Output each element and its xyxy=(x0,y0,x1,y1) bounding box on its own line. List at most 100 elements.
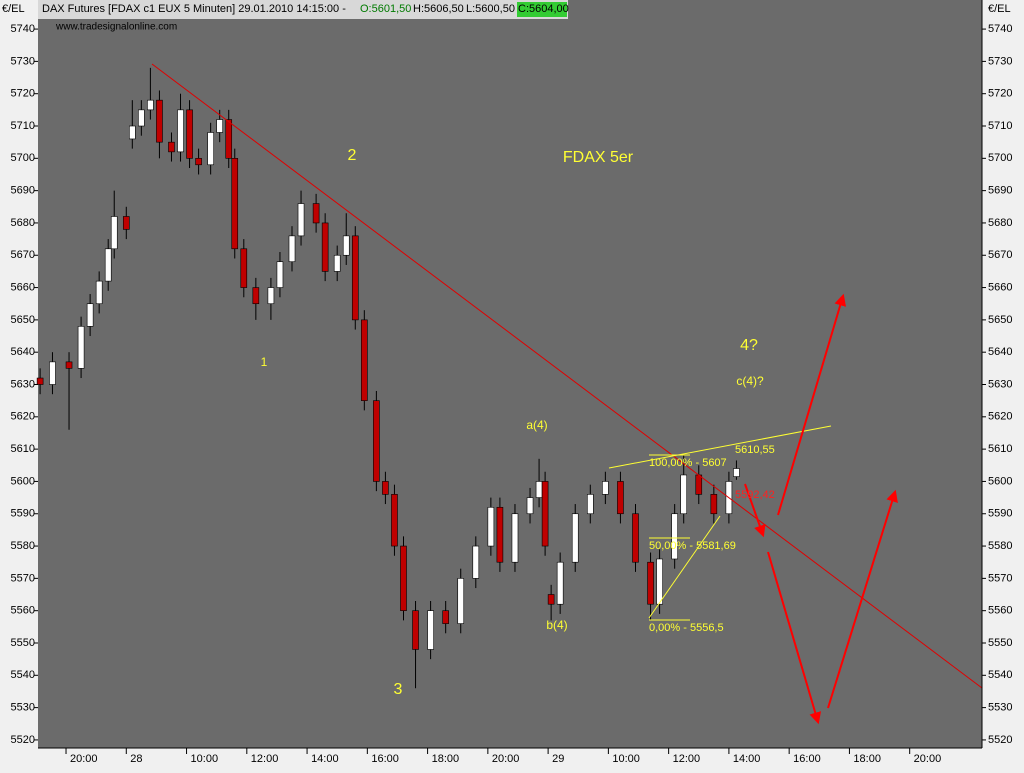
price-label: 5592,42 xyxy=(735,489,775,501)
y-tick-label: 5560 xyxy=(988,605,1012,617)
candle-body xyxy=(680,474,688,515)
y-tick-label: 5690 xyxy=(988,185,1012,197)
x-tick-label: 10:00 xyxy=(612,753,640,765)
price-label: 5610,55 xyxy=(735,444,775,456)
candle-body xyxy=(267,287,275,305)
y-label-right: €/EL xyxy=(988,3,1011,15)
candle-body xyxy=(556,561,564,605)
y-tick-label: 5700 xyxy=(11,152,35,164)
arrow xyxy=(827,489,898,709)
candle-body xyxy=(231,158,239,250)
x-tick-label: 20:00 xyxy=(914,753,942,765)
close-highlight xyxy=(517,2,567,17)
fib-label: 100,00% - 5607 xyxy=(649,457,727,469)
y-tick-label: 5670 xyxy=(988,249,1012,261)
y-label-left: €/EL xyxy=(2,3,25,15)
candle-body xyxy=(571,513,579,563)
y-tick-label: 5580 xyxy=(988,540,1012,552)
header-close: C:5604,00 xyxy=(518,3,569,15)
y-tick-label: 5730 xyxy=(988,55,1012,67)
candle-body xyxy=(122,216,130,230)
candle-body xyxy=(391,494,398,547)
wave-label: 3 xyxy=(394,681,403,698)
wave-label: a(4) xyxy=(526,418,547,432)
header-low: L:5600,50 xyxy=(466,3,515,15)
candle-body xyxy=(288,235,296,263)
candle-body xyxy=(457,578,465,624)
header-title: DAX Futures [FDAX c1 EUX 5 Minuten] 29.0… xyxy=(42,3,346,15)
y-tick-label: 5600 xyxy=(11,475,35,487)
y-tick-label: 5700 xyxy=(988,152,1012,164)
candle-body xyxy=(129,125,136,140)
fib-label: 50,00% - 5581,69 xyxy=(649,540,736,552)
y-tick-label: 5740 xyxy=(11,23,35,35)
candle-body xyxy=(382,481,389,495)
header-high: H:5606,50 xyxy=(413,3,464,15)
arrow xyxy=(777,293,847,516)
fib-line xyxy=(648,515,721,619)
candle-body xyxy=(49,361,56,385)
y-tick-label: 5570 xyxy=(11,572,35,584)
candle-body xyxy=(526,497,534,515)
candle-body xyxy=(65,361,73,369)
candle-body xyxy=(138,109,145,127)
y-tick-label: 5660 xyxy=(988,281,1012,293)
y-tick-label: 5540 xyxy=(988,669,1012,681)
candle-body xyxy=(373,400,380,482)
y-tick-label: 5710 xyxy=(11,120,35,132)
y-tick-label: 5540 xyxy=(11,669,35,681)
candle-body xyxy=(333,254,341,272)
candle-body xyxy=(252,287,260,305)
y-tick-label: 5670 xyxy=(11,249,35,261)
candle-body xyxy=(617,481,624,515)
arrow xyxy=(767,551,822,725)
candle-body xyxy=(276,261,284,288)
y-tick-label: 5690 xyxy=(11,185,35,197)
candle-body xyxy=(207,132,214,166)
y-tick-label: 5550 xyxy=(11,637,35,649)
y-tick-label: 5630 xyxy=(988,378,1012,390)
candle-body xyxy=(487,506,495,547)
x-tick-label: 14:00 xyxy=(311,753,339,765)
candle-body xyxy=(95,280,103,305)
y-tick-label: 5590 xyxy=(988,508,1012,520)
candle-body xyxy=(110,216,118,250)
candle-body xyxy=(632,513,639,563)
y-tick-label: 5520 xyxy=(11,734,35,746)
wave-label: 2 xyxy=(348,147,357,164)
candle-body xyxy=(535,481,543,498)
x-tick-label: 14:00 xyxy=(733,753,761,765)
y-tick-label: 5710 xyxy=(988,120,1012,132)
y-tick-label: 5730 xyxy=(11,55,35,67)
y-tick-label: 5620 xyxy=(11,411,35,423)
x-tick-label: 20:00 xyxy=(492,753,520,765)
x-tick-label: 16:00 xyxy=(371,753,399,765)
y-tick-label: 5720 xyxy=(988,88,1012,100)
fib-label: 0,00% - 5556,5 xyxy=(649,622,724,634)
candle-body xyxy=(351,235,359,321)
x-tick-label: 28 xyxy=(130,753,142,765)
candle-body xyxy=(733,468,740,477)
candle-body xyxy=(602,481,609,495)
y-tick-label: 5680 xyxy=(11,217,35,229)
candle-body xyxy=(647,561,654,605)
y-tick-label: 5680 xyxy=(988,217,1012,229)
x-tick-label: 12:00 xyxy=(251,753,279,765)
y-tick-label: 5590 xyxy=(11,508,35,520)
candle-body xyxy=(511,513,519,563)
y-tick-label: 5620 xyxy=(988,411,1012,423)
x-tick-label: 12:00 xyxy=(673,753,701,765)
candle-body xyxy=(240,248,248,288)
candle-body xyxy=(400,545,407,611)
wave-label: 4? xyxy=(740,337,758,354)
candle-body xyxy=(312,203,320,224)
candle-body xyxy=(36,377,44,385)
wave-label: c(4)? xyxy=(736,374,764,388)
channel-line xyxy=(608,425,832,469)
candle-body xyxy=(225,119,233,159)
candle-body xyxy=(695,474,703,495)
header-open: O:5601,50 xyxy=(360,3,411,15)
candle-body xyxy=(195,158,202,166)
